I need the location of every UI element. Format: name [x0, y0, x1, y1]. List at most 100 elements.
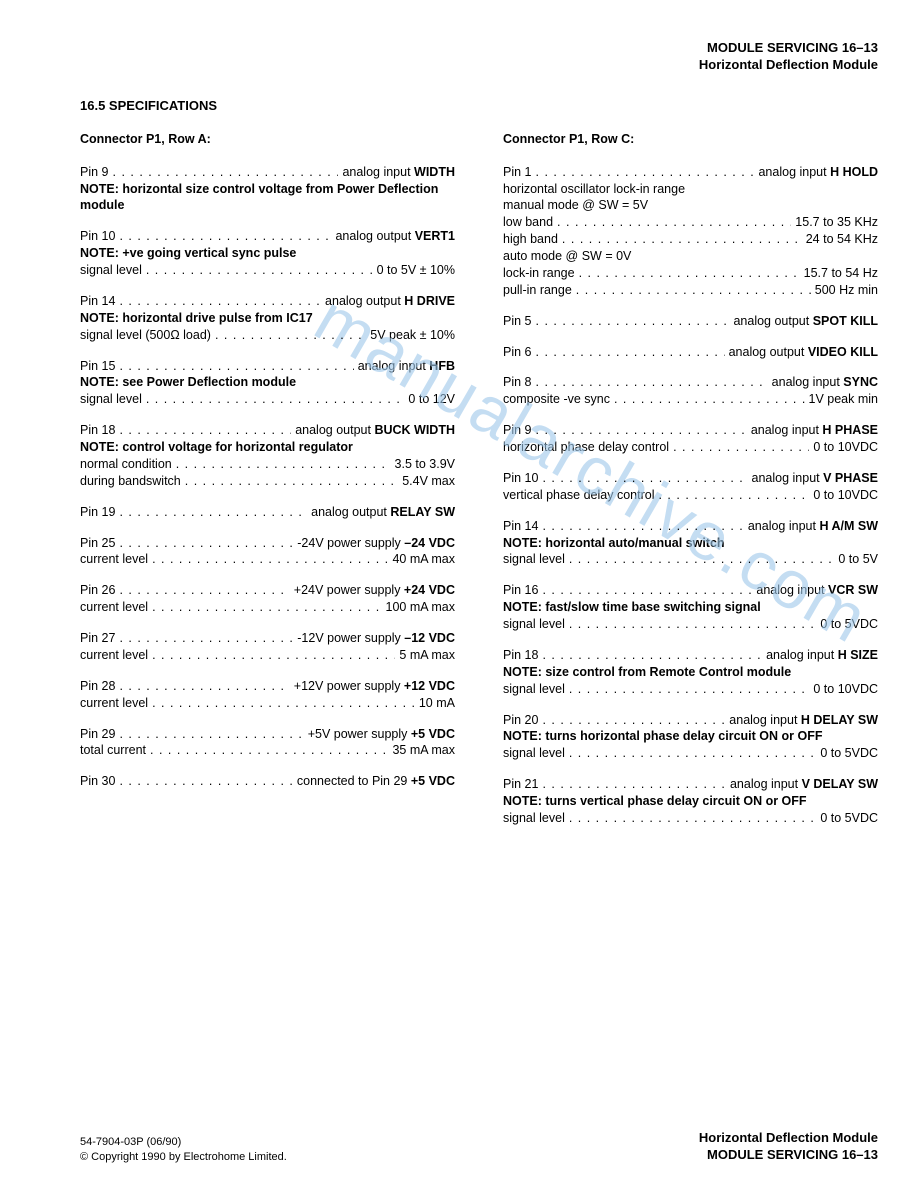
spec-value: +24V power supply +24 VDC: [294, 582, 455, 599]
spec-label: vertical phase delay control: [503, 487, 654, 504]
spec-label: Pin 25: [80, 535, 115, 552]
spec-row: Pin 14analog output H DRIVE: [80, 293, 455, 310]
leader-dots: [536, 374, 768, 391]
spec-label: Pin 14: [80, 293, 115, 310]
columns: Connector P1, Row A: Pin 9analog input W…: [80, 131, 878, 841]
spec-label: Pin 27: [80, 630, 115, 647]
spec-note: NOTE: horizontal size control voltage fr…: [80, 181, 455, 215]
spec-label: high band: [503, 231, 558, 248]
leader-dots: [658, 487, 809, 504]
leader-dots: [119, 535, 293, 552]
footer-doc-number: 54-7904-03P (06/90): [80, 1135, 287, 1149]
spec-label: pull-in range: [503, 282, 572, 299]
spec-label: Pin 9: [503, 422, 532, 439]
spec-row: Pin 21analog input V DELAY SW: [503, 776, 878, 793]
spec-value: 500 Hz min: [815, 282, 878, 299]
spec-label: signal level: [503, 551, 565, 568]
spec-value: 0 to 10VDC: [813, 681, 878, 698]
spec-value: 15.7 to 35 KHz: [795, 214, 878, 231]
footer-copyright: © Copyright 1990 by Electrohome Limited.: [80, 1150, 287, 1164]
spec-label: composite -ve sync: [503, 391, 610, 408]
leader-dots: [113, 164, 339, 181]
spec-note: NOTE: fast/slow time base switching sign…: [503, 599, 878, 616]
column-c: Connector P1, Row C: Pin 1analog input H…: [503, 131, 878, 841]
spec-value: 0 to 12V: [408, 391, 455, 408]
spec-value: 0 to 5V ± 10%: [377, 262, 455, 279]
leader-dots: [119, 582, 289, 599]
spec-entry: Pin 10analog input V PHASEvertical phase…: [503, 470, 878, 504]
spec-label: horizontal phase delay control: [503, 439, 669, 456]
spec-row: signal level0 to 5VDC: [503, 810, 878, 827]
spec-row: Pin 18analog output BUCK WIDTH: [80, 422, 455, 439]
leader-dots: [152, 695, 415, 712]
spec-value: 10 mA: [419, 695, 455, 712]
leader-dots: [542, 712, 725, 729]
footer-page-number: 16–13: [842, 1147, 878, 1162]
spec-row: during bandswitch5.4V max: [80, 473, 455, 490]
spec-note: NOTE: turns vertical phase delay circuit…: [503, 793, 878, 810]
leader-dots: [152, 551, 388, 568]
spec-row: Pin 5analog output SPOT KILL: [503, 313, 878, 330]
leader-dots: [542, 470, 747, 487]
leader-dots: [569, 616, 816, 633]
leader-dots: [562, 231, 802, 248]
spec-value: +12V power supply +12 VDC: [294, 678, 455, 695]
spec-value: analog input SYNC: [772, 374, 878, 391]
spec-plain-line: manual mode @ SW = 5V: [503, 197, 878, 214]
spec-value: analog input V DELAY SW: [730, 776, 878, 793]
spec-value: 0 to 10VDC: [813, 487, 878, 504]
spec-label: low band: [503, 214, 553, 231]
spec-row: current level100 mA max: [80, 599, 455, 616]
spec-value: analog input HFB: [358, 358, 455, 375]
spec-label: signal level: [503, 681, 565, 698]
spec-label: Pin 29: [80, 726, 115, 743]
spec-label: Pin 18: [80, 422, 115, 439]
spec-row: Pin 6analog output VIDEO KILL: [503, 344, 878, 361]
leader-dots: [569, 551, 835, 568]
spec-note: NOTE: +ve going vertical sync pulse: [80, 245, 455, 262]
spec-row: vertical phase delay control 0 to 10VDC: [503, 487, 878, 504]
spec-plain-line: horizontal oscillator lock-in range: [503, 181, 878, 198]
spec-entry: Pin 29+5V power supply +5 VDCtotal curre…: [80, 726, 455, 760]
spec-row: lock-in range15.7 to 54 Hz: [503, 265, 878, 282]
spec-label: Pin 9: [80, 164, 109, 181]
spec-label: Pin 20: [503, 712, 538, 729]
spec-row: normal condition3.5 to 3.9V: [80, 456, 455, 473]
spec-label: normal condition: [80, 456, 172, 473]
spec-row: pull-in range 500 Hz min: [503, 282, 878, 299]
spec-row: Pin 10analog input V PHASE: [503, 470, 878, 487]
leader-dots: [542, 582, 752, 599]
spec-row: signal level (500Ω load)5V peak ± 10%: [80, 327, 455, 344]
spec-entry: Pin 15analog input HFBNOTE: see Power De…: [80, 358, 455, 409]
leader-dots: [119, 228, 331, 245]
spec-entry: Pin 6analog output VIDEO KILL: [503, 344, 878, 361]
spec-note: NOTE: horizontal auto/manual switch: [503, 535, 878, 552]
leader-dots: [542, 518, 743, 535]
spec-label: Pin 28: [80, 678, 115, 695]
spec-label: Pin 19: [80, 504, 115, 521]
leader-dots: [569, 745, 816, 762]
spec-row: current level10 mA: [80, 695, 455, 712]
spec-entry: Pin 14analog input H A/M SWNOTE: horizon…: [503, 518, 878, 569]
spec-label: Pin 15: [80, 358, 115, 375]
section-title: 16.5 SPECIFICATIONS: [80, 98, 878, 113]
spec-value: analog input WIDTH: [342, 164, 455, 181]
spec-note: NOTE: turns horizontal phase delay circu…: [503, 728, 878, 745]
spec-entry: Pin 19analog output RELAY SW: [80, 504, 455, 521]
spec-value: 15.7 to 54 Hz: [804, 265, 878, 282]
spec-entry: Pin 1analog input H HOLDhorizontal oscil…: [503, 164, 878, 299]
leader-dots: [146, 262, 373, 279]
spec-entry: Pin 18analog output BUCK WIDTHNOTE: cont…: [80, 422, 455, 490]
page-header: MODULE SERVICING 16–13 Horizontal Deflec…: [80, 40, 878, 74]
leader-dots: [569, 810, 816, 827]
footer-left: 54-7904-03P (06/90) © Copyright 1990 by …: [80, 1135, 287, 1164]
spec-row: Pin 29+5V power supply +5 VDC: [80, 726, 455, 743]
spec-row: Pin 25-24V power supply –24 VDC: [80, 535, 455, 552]
spec-value: 0 to 5V: [838, 551, 878, 568]
spec-row: Pin 10analog output VERT1: [80, 228, 455, 245]
leader-dots: [215, 327, 366, 344]
spec-row: Pin 26+24V power supply +24 VDC: [80, 582, 455, 599]
leader-dots: [119, 726, 303, 743]
spec-entry: Pin 9 analog input WIDTHNOTE: horizontal …: [80, 164, 455, 215]
leader-dots: [569, 681, 810, 698]
